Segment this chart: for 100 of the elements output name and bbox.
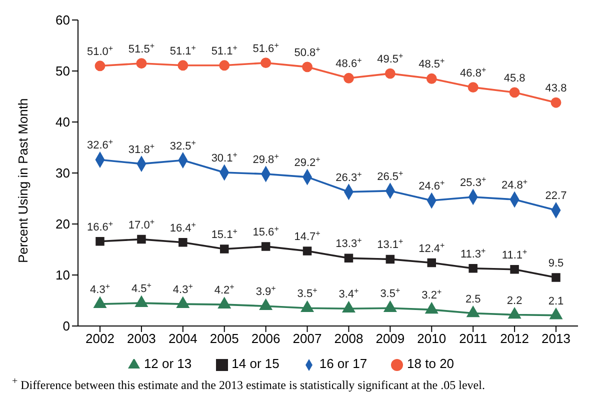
point	[508, 307, 521, 319]
point	[468, 82, 478, 93]
legend-label: 18 to 20	[407, 356, 454, 371]
data-label: 43.8	[545, 82, 567, 95]
x-tick-label: 2004	[168, 331, 198, 346]
data-label: 46.8$^{+}$	[460, 64, 486, 80]
point	[552, 273, 560, 282]
y-tick-label: 10	[56, 268, 70, 283]
point	[468, 264, 478, 273]
point	[344, 254, 354, 263]
point	[300, 300, 314, 312]
data-label: 3.2$^{+}$	[422, 287, 442, 302]
data-label: 48.6$^{+}$	[336, 56, 362, 70]
y-axis-title: Percent Using in Past Month	[16, 98, 31, 263]
data-label: 51.6$^{+}$	[252, 40, 280, 55]
point	[550, 97, 562, 108]
point	[344, 72, 354, 84]
point	[136, 58, 147, 69]
data-label: 13.3$^{+}$	[336, 236, 362, 250]
legend-label: 14 or 15	[232, 356, 280, 371]
y-tick-label: 0	[62, 318, 70, 334]
data-label: 51.1$^{+}$	[211, 42, 238, 58]
point	[302, 246, 312, 256]
data-label: 15.1$^{+}$	[211, 226, 238, 241]
data-label: 51.0$^{+}$	[86, 43, 114, 58]
data-label: 11.3$^{+}$	[460, 246, 486, 260]
data-label: 14.7$^{+}$	[294, 228, 321, 244]
point	[466, 306, 480, 318]
point	[427, 258, 436, 268]
point	[218, 297, 231, 308]
point	[94, 60, 106, 72]
data-label: 15.6$^{+}$	[252, 224, 280, 238]
data-label: 24.8$^{+}$	[502, 177, 528, 192]
data-label: 48.5$^{+}$	[418, 56, 446, 71]
point	[550, 308, 562, 320]
data-label: 26.3$^{+}$	[336, 169, 362, 184]
legend-label: 16 or 17	[319, 356, 368, 371]
data-label: 31.8$^{+}$	[128, 141, 155, 156]
data-label: 32.5$^{+}$	[170, 138, 196, 152]
x-tick-label: 2009	[376, 331, 405, 346]
data-label: 51.5$^{+}$	[128, 40, 155, 56]
point	[94, 296, 106, 308]
point	[425, 302, 438, 314]
data-label: 3.4$^{+}$	[338, 286, 360, 301]
x-tick-label: 2002	[86, 331, 114, 346]
x-tick-label: 2008	[334, 331, 364, 346]
data-label: 4.3$^{+}$	[90, 282, 110, 296]
data-label: 3.5$^{+}$	[380, 286, 400, 300]
point	[509, 87, 520, 98]
y-tick-label: 30	[56, 166, 70, 181]
x-tick-label: 2005	[210, 331, 239, 346]
point	[261, 242, 270, 251]
y-tick-label: 50	[56, 64, 70, 79]
data-label: 26.5$^{+}$	[377, 168, 404, 183]
data-label: 3.9$^{+}$	[256, 284, 276, 298]
y-tick-label: 20	[56, 216, 70, 232]
y-tick-label: 60	[56, 12, 70, 28]
data-label: 25.3$^{+}$	[460, 174, 486, 189]
point	[178, 60, 188, 71]
point	[260, 58, 272, 68]
data-label: 50.8$^{+}$	[294, 44, 321, 59]
point	[219, 60, 230, 71]
point	[137, 234, 146, 244]
point	[178, 238, 188, 247]
x-tick-label: 2011	[459, 331, 488, 346]
point	[302, 62, 312, 72]
data-label: 9.5	[548, 258, 564, 270]
point	[510, 265, 519, 274]
legend-label: 12 or 13	[144, 356, 192, 371]
data-label: 3.5$^{+}$	[297, 286, 318, 300]
data-label: 29.8$^{+}$	[252, 152, 280, 166]
data-label: 4.5$^{+}$	[131, 280, 152, 296]
data-label: 32.6$^{+}$	[86, 137, 114, 152]
data-label: 11.1$^{+}$	[502, 246, 528, 262]
data-label: 4.3$^{+}$	[172, 282, 194, 296]
point	[176, 296, 190, 308]
point	[220, 244, 229, 254]
point	[96, 236, 104, 246]
data-label: 16.6$^{+}$	[86, 218, 114, 234]
data-label: 45.8	[504, 72, 526, 84]
point	[426, 73, 437, 84]
y-tick-label: 40	[56, 114, 70, 130]
data-label: 16.4$^{+}$	[170, 220, 196, 234]
text: $^{+}$ Difference between this estimate and the 2013 estimate is statistically significant at the .05 level.	[12, 376, 486, 393]
x-tick-label: 2013	[542, 331, 570, 346]
data-label: 2.2	[506, 294, 522, 307]
x-tick-label: 2003	[126, 331, 156, 346]
data-label: 13.1$^{+}$	[377, 236, 404, 252]
data-label: 24.6$^{+}$	[418, 178, 446, 193]
data-label: 29.2$^{+}$	[294, 154, 321, 170]
point	[386, 254, 395, 264]
data-label: 30.1$^{+}$	[211, 150, 238, 164]
x-tick-label: 2012	[500, 331, 530, 346]
x-tick-label: 2010	[417, 331, 446, 346]
x-tick-label: 2007	[292, 331, 322, 346]
data-label: 51.1$^{+}$	[170, 42, 196, 58]
data-label: 22.7	[545, 190, 567, 202]
point	[259, 298, 272, 310]
data-label: 2.1	[548, 295, 564, 308]
point	[384, 300, 397, 312]
